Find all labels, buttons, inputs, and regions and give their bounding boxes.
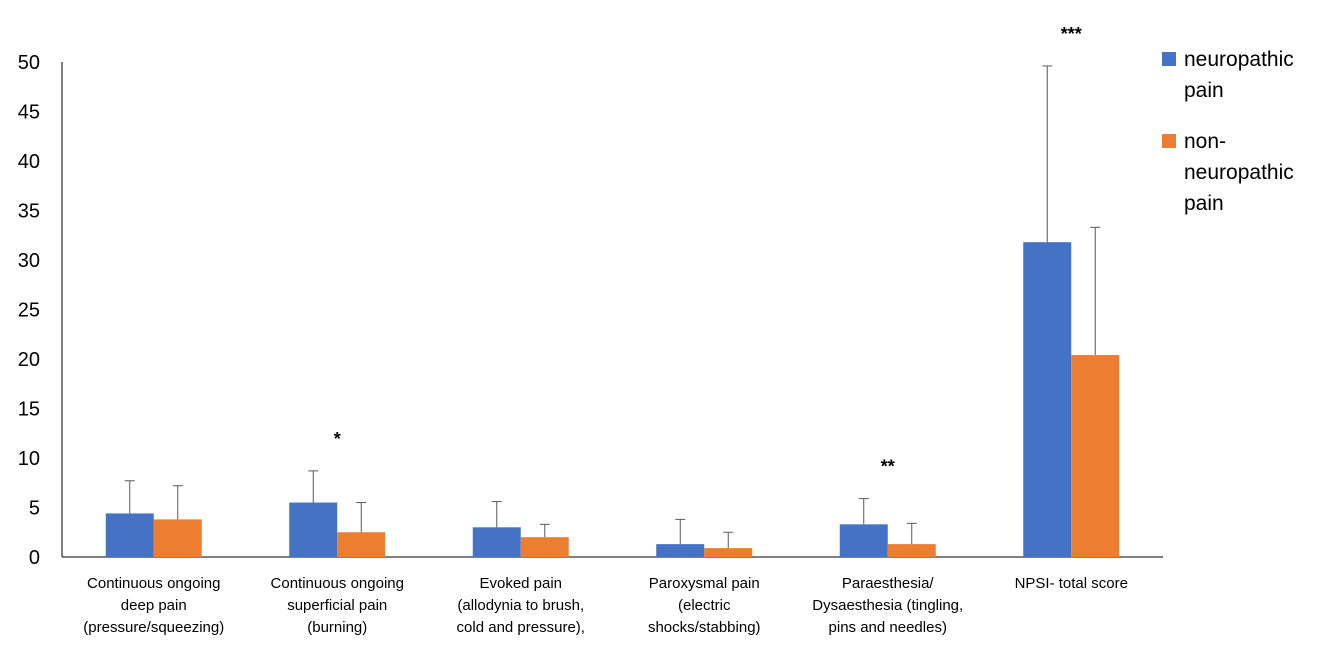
category-label: (allodynia to brush, — [457, 597, 584, 614]
significance-marker: * — [334, 429, 341, 449]
legend-label: pain — [1184, 79, 1224, 102]
bar-non-neuropathic-5 — [1071, 355, 1120, 557]
legend-swatch-neuropathic — [1162, 52, 1176, 66]
category-label: NPSI- total score — [1015, 575, 1128, 592]
bar-neuropathic-2 — [472, 527, 521, 557]
category-label: (electric — [678, 597, 731, 614]
y-tick-label: 50 — [18, 52, 40, 74]
bar-non-neuropathic-0 — [153, 519, 202, 557]
bars-group — [105, 242, 1120, 557]
legend: neuropathic pain non-neuropathic pain — [1162, 48, 1294, 215]
y-tick-label: 25 — [18, 300, 40, 322]
category-label: cold and pressure), — [457, 619, 585, 636]
significance-markers: ****** — [334, 24, 1082, 477]
category-label: Paraesthesia/ — [842, 575, 935, 592]
y-tick-label: 10 — [18, 448, 40, 470]
category-label: Evoked pain — [479, 575, 562, 592]
category-label: pins and needles) — [829, 619, 947, 636]
y-axis-ticks: 0 5 10 15 20 25 30 35 40 45 50 — [18, 52, 40, 569]
category-label: shocks/stabbing) — [648, 619, 761, 636]
bar-neuropathic-3 — [656, 544, 705, 557]
bar-neuropathic-4 — [839, 524, 888, 557]
category-label: Continuous ongoing — [87, 575, 220, 592]
x-axis-categories: Continuous ongoing deep pain (pressure/squ… — [83, 575, 1128, 636]
y-tick-label: 0 — [29, 547, 40, 569]
bar-neuropathic-1 — [289, 502, 338, 557]
bar-neuropathic-0 — [105, 513, 154, 557]
legend-label: pain — [1184, 192, 1224, 215]
y-tick-label: 40 — [18, 151, 40, 173]
category-label: Dysaesthesia (tingling, — [812, 597, 963, 614]
y-tick-label: 35 — [18, 201, 40, 223]
category-label: (pressure/squeezing) — [83, 619, 224, 636]
significance-marker: ** — [881, 457, 895, 477]
bar-non-neuropathic-3 — [704, 548, 753, 557]
y-tick-label: 30 — [18, 250, 40, 272]
significance-marker: *** — [1061, 24, 1082, 44]
category-label: superficial pain — [287, 597, 387, 614]
legend-label: neuropathic — [1184, 48, 1294, 71]
legend-label: non- — [1184, 130, 1226, 153]
bar-non-neuropathic-4 — [887, 544, 936, 557]
category-label: Continuous ongoing — [271, 575, 404, 592]
bar-non-neuropathic-2 — [520, 537, 569, 557]
y-tick-label: 15 — [18, 399, 40, 421]
legend-label: neuropathic — [1184, 161, 1294, 184]
bar-non-neuropathic-1 — [337, 532, 386, 557]
category-label: (burning) — [307, 619, 367, 636]
y-tick-label: 45 — [18, 102, 40, 124]
bar-neuropathic-5 — [1023, 242, 1072, 557]
category-label: Paroxysmal pain — [649, 575, 760, 592]
legend-swatch-non-neuropathic — [1162, 134, 1176, 148]
error-bars-group — [124, 65, 1101, 549]
y-tick-label: 5 — [29, 498, 40, 520]
y-tick-label: 20 — [18, 349, 40, 371]
category-label: deep pain — [121, 597, 187, 614]
